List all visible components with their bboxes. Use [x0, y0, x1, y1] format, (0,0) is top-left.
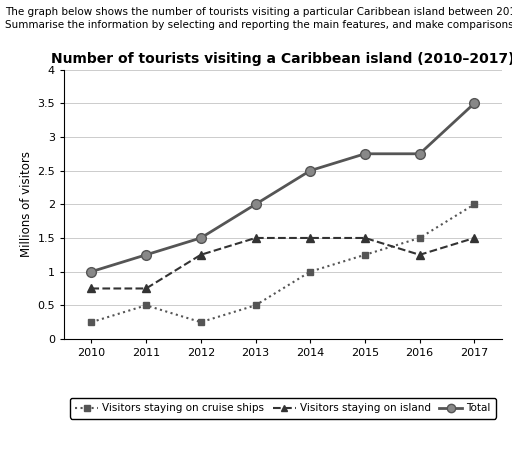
Legend: Visitors staying on cruise ships, Visitors staying on island, Total: Visitors staying on cruise ships, Visito…	[70, 398, 496, 418]
Text: Summarise the information by selecting and reporting the main features, and make: Summarise the information by selecting a…	[5, 20, 512, 30]
Y-axis label: Millions of visitors: Millions of visitors	[20, 151, 33, 257]
Text: The graph below shows the number of tourists visiting a particular Caribbean isl: The graph below shows the number of tour…	[5, 7, 512, 17]
Title: Number of tourists visiting a Caribbean island (2010–2017): Number of tourists visiting a Caribbean …	[51, 52, 512, 66]
